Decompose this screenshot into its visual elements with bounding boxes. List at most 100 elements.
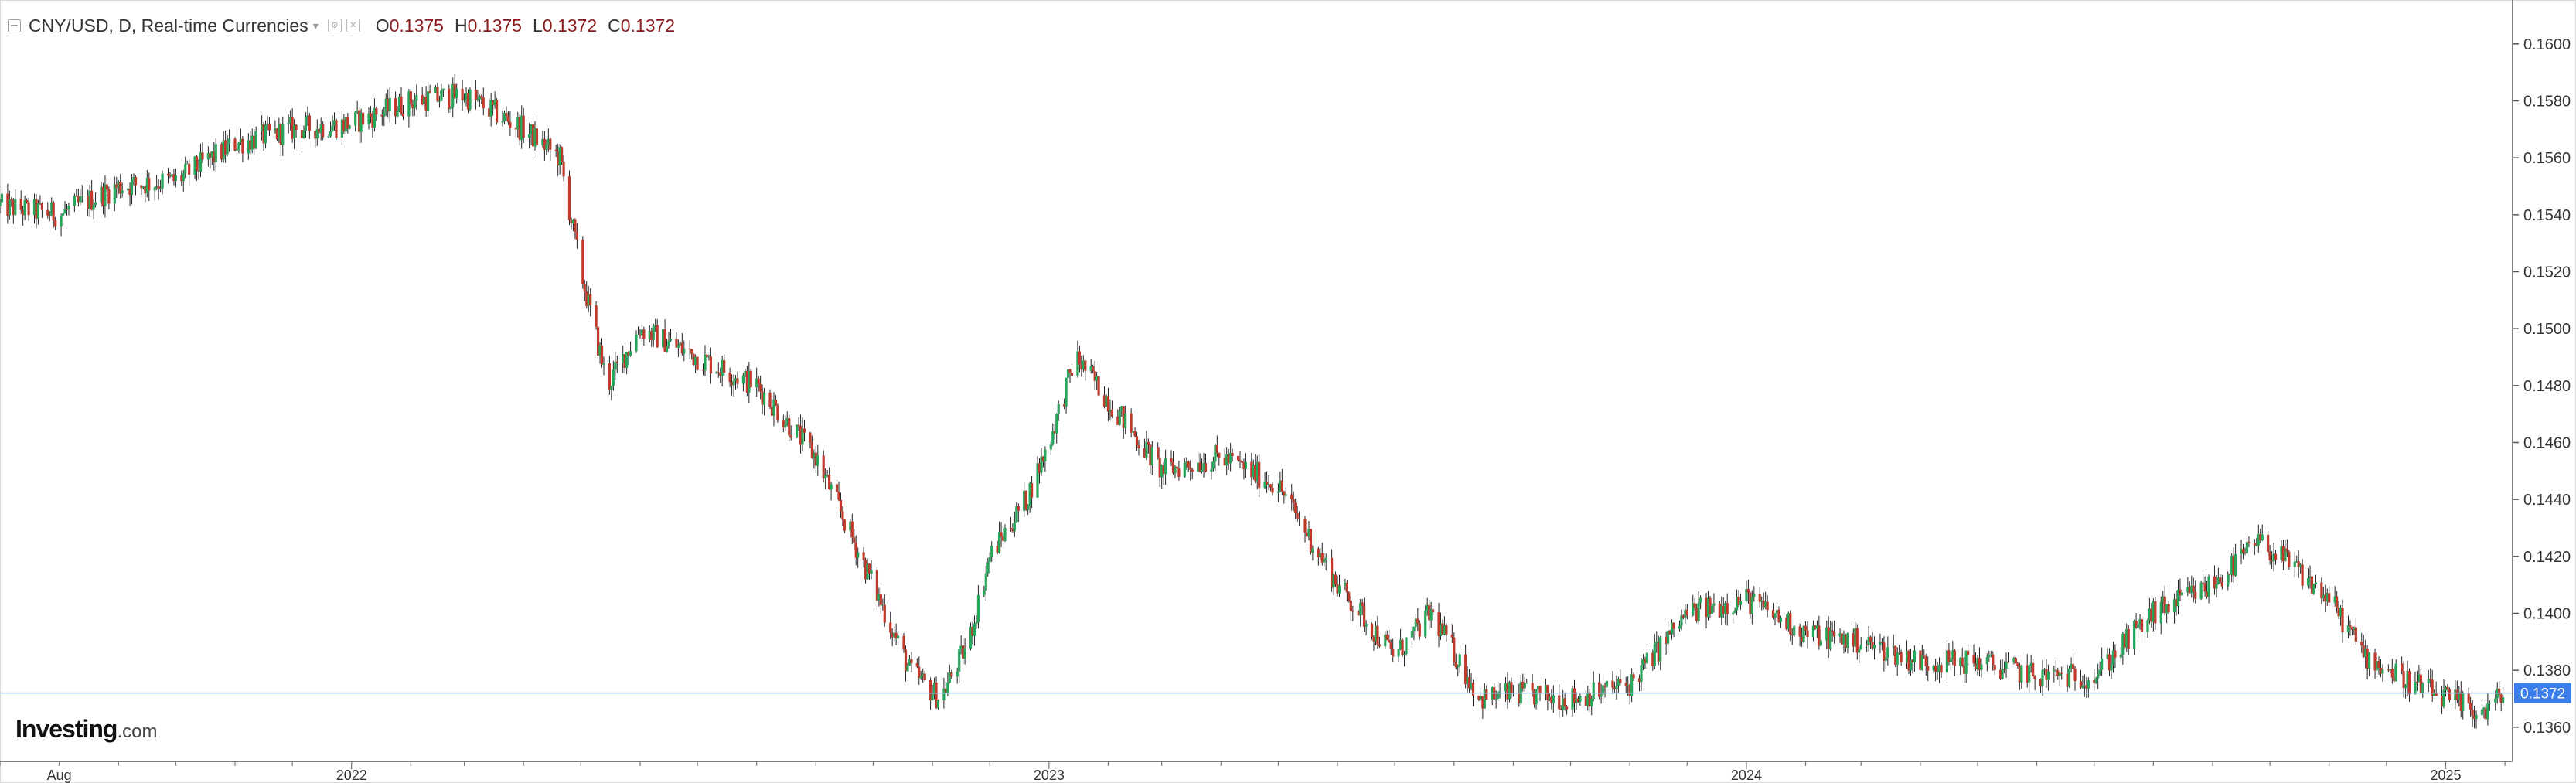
candle-down xyxy=(1445,625,1448,635)
candle-up xyxy=(2186,587,2189,593)
candle-down xyxy=(1737,597,1740,605)
candle-up xyxy=(441,88,445,90)
candle-down xyxy=(249,140,252,150)
candle-up xyxy=(1667,630,1670,644)
candle-up xyxy=(184,163,187,174)
candle-down xyxy=(2366,649,2369,669)
candle-up xyxy=(2257,534,2260,546)
candle-up xyxy=(1659,637,1662,662)
candle-down xyxy=(322,124,325,138)
candle-up xyxy=(1466,677,1469,685)
candle-down xyxy=(474,89,477,100)
candle-down xyxy=(1894,645,1897,665)
candle-up xyxy=(2346,625,2350,632)
candle-down xyxy=(1685,609,1688,616)
candle-down xyxy=(1110,409,1114,417)
settings-icon[interactable]: ⚙ xyxy=(327,19,342,32)
candle-down xyxy=(2469,703,2472,710)
candle-down xyxy=(2241,549,2245,553)
candle-down xyxy=(27,202,30,216)
candle-down xyxy=(275,128,278,140)
candle-down xyxy=(1305,533,1309,537)
candle-down xyxy=(1559,709,1562,710)
candle-up xyxy=(1909,659,1913,671)
candle-up xyxy=(2245,542,2249,553)
candle-up xyxy=(1548,696,1551,700)
close-icon[interactable]: ✕ xyxy=(346,19,360,32)
candle-down xyxy=(1106,396,1110,412)
candle-down xyxy=(188,163,191,175)
candle-up xyxy=(1802,625,1805,642)
candle-down xyxy=(1292,499,1295,503)
candle-down xyxy=(680,342,683,354)
candle-down xyxy=(2202,582,2205,584)
candle-down xyxy=(411,104,414,108)
candle-down xyxy=(166,173,170,176)
candle-down xyxy=(1189,467,1192,470)
candle-up xyxy=(354,111,357,126)
candle-up xyxy=(1858,649,1861,653)
candle-up xyxy=(2312,584,2315,594)
candle-up xyxy=(2190,585,2193,594)
candle-down xyxy=(2379,668,2383,674)
candle-down xyxy=(2073,669,2077,681)
candle-up xyxy=(2001,669,2004,679)
candle-up xyxy=(2070,664,2073,669)
candle-down xyxy=(2032,662,2035,677)
candle-up xyxy=(199,152,203,172)
candle-up xyxy=(1829,630,1832,649)
candle-up xyxy=(315,129,319,139)
candle-down xyxy=(615,361,618,363)
candle-down xyxy=(891,632,894,638)
candle-up xyxy=(1426,604,1429,611)
candle-up xyxy=(2098,669,2101,674)
candle-down xyxy=(2431,679,2434,696)
candle-up xyxy=(153,187,156,191)
candle-down xyxy=(608,363,612,390)
candle-down xyxy=(1265,482,1269,485)
candle-down xyxy=(701,369,705,371)
candle-up xyxy=(1732,612,1735,614)
candle-up xyxy=(327,136,330,138)
candle-down xyxy=(2270,560,2274,562)
collapse-legend-icon[interactable] xyxy=(8,19,21,32)
candle-down xyxy=(1628,684,1631,696)
candle-up xyxy=(629,351,632,356)
candle-down xyxy=(1454,662,1457,668)
candle-down xyxy=(894,632,898,638)
price-axis[interactable]: 0.1360 0.1380 0.1400 0.1420 0.1440 0.1460 0.14… xyxy=(2512,0,2571,761)
candle-down xyxy=(157,186,160,189)
low-key: L xyxy=(532,15,543,36)
candle-down xyxy=(2274,553,2278,560)
candle-up xyxy=(1013,522,1016,532)
candle-down xyxy=(2467,693,2470,703)
candle-down xyxy=(1068,369,1072,373)
candle-up xyxy=(2111,650,2115,665)
candle-up xyxy=(931,694,934,700)
candle-up xyxy=(1049,444,1052,450)
candle-down xyxy=(1657,642,1660,662)
candle-up xyxy=(1745,589,1748,601)
candle-down xyxy=(770,407,774,416)
candle-down xyxy=(1693,603,1696,608)
candle-up xyxy=(1131,431,1135,433)
candle-down xyxy=(1598,682,1601,697)
chevron-down-icon[interactable]: ▾ xyxy=(312,19,319,32)
candle-up xyxy=(1627,684,1630,686)
candle-down xyxy=(1521,681,1525,689)
candle-up xyxy=(1552,695,1555,703)
candle-down xyxy=(1450,634,1453,638)
symbol-title[interactable]: CNY/USD, D, Real-time Currencies xyxy=(29,15,308,36)
candle-down xyxy=(1038,463,1041,473)
candle-up xyxy=(983,590,986,595)
time-axis[interactable]: Aug 2022 2023 2024 2025 xyxy=(0,761,2513,783)
candle-down xyxy=(1588,692,1591,706)
chart-legend: CNY/USD, D, Real-time Currencies ▾ ⚙ ✕ O… xyxy=(8,14,675,37)
candle-down xyxy=(1940,665,1943,673)
candle-up xyxy=(2215,584,2218,589)
candle-down xyxy=(1771,610,1775,618)
candle-up xyxy=(662,329,665,348)
candle-down xyxy=(745,370,748,393)
candle-up xyxy=(1699,597,1702,603)
